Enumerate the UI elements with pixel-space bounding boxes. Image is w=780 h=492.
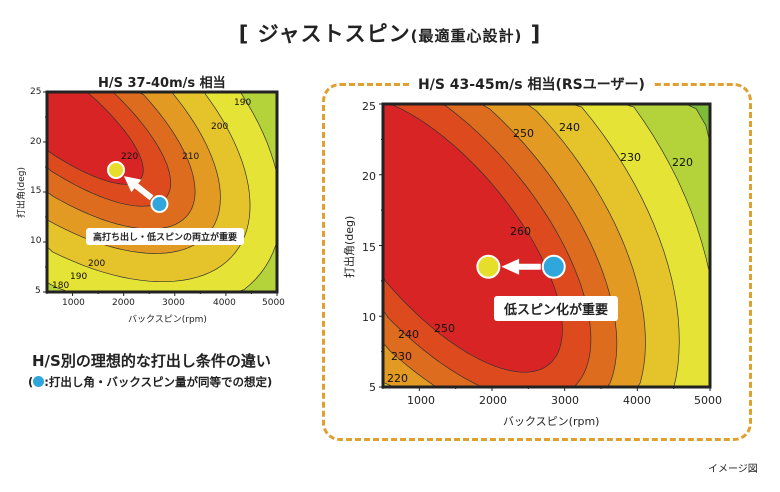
contour-label: 220 [387, 372, 408, 385]
y-tick: 20 [30, 137, 42, 147]
contour-label: 220 [121, 152, 139, 162]
caption-title: H/S別の理想的な打出し条件の違い [32, 352, 271, 370]
contour-label: 240 [559, 121, 580, 134]
left-chart-title: H/S 37-40m/s 相当 [98, 76, 226, 91]
y-tick: 10 [362, 311, 376, 324]
contour-label: 260 [510, 225, 531, 238]
contour-label: 200 [88, 259, 106, 269]
contour-label: 180 [52, 281, 70, 291]
right-callout: 低スピン化が重要 [494, 296, 619, 321]
title-sub: (最適重心設計) [410, 27, 523, 45]
x-tick: 5000 [262, 298, 285, 308]
x-tick: 1000 [407, 394, 435, 407]
current-point-marker [150, 195, 169, 213]
contour-label: 190 [70, 272, 88, 282]
contour-label: 210 [182, 152, 200, 162]
contour-label: 230 [391, 350, 412, 363]
y-tick: 5 [35, 286, 41, 296]
rs-user-highlight-box [322, 83, 752, 441]
x-tick: 5000 [694, 394, 722, 407]
caption-open: ( [28, 375, 34, 389]
x-tick: 3000 [551, 394, 579, 407]
y-tick: 5 [369, 381, 376, 394]
x-tick: 3000 [162, 298, 185, 308]
x-axis-label: バックスピン(rpm) [503, 415, 600, 428]
y-axis-label: 打出角(deg) [343, 215, 356, 278]
arrow-icon [123, 176, 154, 201]
caption-note: ( :打出し角・バックスピン量が同等での想定) [28, 374, 272, 390]
contour-label: 230 [620, 151, 641, 164]
y-tick: 15 [30, 186, 42, 196]
right-chart-title: H/S 43-45m/s 相当(RSユーザー) [410, 74, 653, 94]
contour-bands [46, 91, 278, 293]
y-tick: 10 [30, 236, 42, 246]
x-tick: 2000 [479, 394, 507, 407]
y-tick: 15 [362, 241, 376, 254]
y-tick: 25 [30, 87, 42, 97]
y-tick: 25 [362, 100, 376, 113]
x-tick: 4000 [623, 394, 651, 407]
caption-text: :打出し角・バックスピン量が同等での想定) [44, 375, 273, 389]
arrow-shape [123, 176, 154, 201]
x-axis-label: バックスピン(rpm) [128, 315, 207, 325]
current-point-marker [541, 254, 566, 279]
x-tick: 1000 [62, 298, 85, 308]
blue-dot-icon [33, 376, 45, 387]
contour-label: 190 [234, 98, 252, 108]
image-note: イメージ図 [708, 464, 758, 475]
title-close: ] [522, 22, 542, 46]
arrow-shape [501, 258, 541, 275]
arrow-icon [501, 258, 541, 275]
ideal-point-marker [476, 254, 501, 279]
main-title: [ ジャストスピン(最適重心設計) ] [0, 18, 780, 48]
contour-label: 220 [672, 156, 693, 169]
y-tick: 20 [362, 170, 376, 183]
x-tick: 4000 [213, 298, 236, 308]
contour-label: 250 [513, 127, 534, 140]
contour-label: 250 [434, 322, 455, 335]
contour-label: 240 [398, 328, 419, 341]
x-tick: 2000 [112, 298, 135, 308]
ideal-point-marker [107, 161, 125, 179]
title-main: [ ジャストスピン [238, 22, 411, 46]
y-axis-label: 打出角(deg) [17, 167, 27, 218]
contour-label: 200 [211, 122, 229, 132]
left-callout: 高打ち出し・低スピンの両立が重要 [86, 228, 245, 245]
